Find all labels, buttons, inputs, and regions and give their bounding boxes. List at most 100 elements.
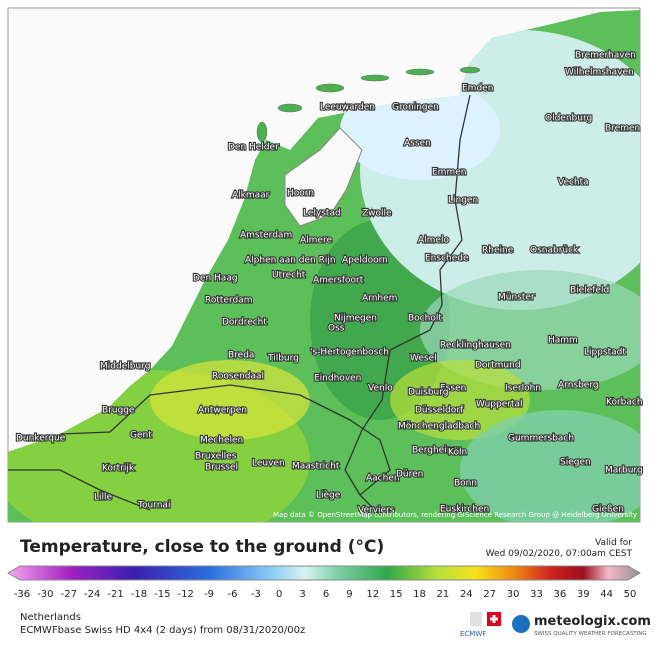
colorbar-tick-label: -12	[178, 589, 194, 600]
city-label: Zwolle	[362, 209, 392, 219]
swiss-hd-logo	[470, 612, 482, 626]
colorbar-tick-label: 24	[460, 589, 473, 600]
city-label: Euskirchen	[440, 505, 489, 515]
legend-title: Temperature, close to the ground (°C)	[20, 537, 384, 557]
city-label: Maastricht	[292, 462, 340, 472]
colorbar-tick-label: -6	[227, 589, 237, 600]
city-label: Gießen	[592, 505, 624, 515]
city-label: Bremen	[605, 124, 640, 134]
city-label: Almere	[300, 236, 332, 246]
swiss-cross	[490, 615, 498, 623]
city-label: Breda	[228, 351, 254, 361]
city-label: Mechelen	[200, 436, 243, 446]
borders	[8, 94, 471, 516]
city-label: Emmen	[432, 168, 466, 178]
colorbar-tick-label: 36	[553, 589, 566, 600]
brand-icon	[512, 615, 530, 633]
city-label: Den Helder	[228, 143, 279, 153]
valid-time: Wed 09/02/2020, 07:00am CEST	[486, 549, 633, 559]
city-label: Lippstadt	[584, 348, 626, 358]
city-label: Den Haag	[193, 274, 238, 284]
colorbar-tick-label: -3	[251, 589, 261, 600]
city-label: Siegen	[560, 458, 591, 468]
colorbar	[7, 565, 641, 581]
colorbar-tick-label: -27	[61, 589, 77, 600]
city-label: Roosendaal	[212, 372, 264, 382]
city-label: Amsterdam	[240, 231, 292, 241]
city-label: Utrecht	[272, 271, 306, 281]
city-label: Venlo	[368, 384, 393, 394]
city-label: Eindhoven	[314, 374, 361, 384]
city-label: Recklinghausen	[440, 341, 511, 351]
city-label: Vechta	[558, 178, 589, 188]
city-label: Gent	[130, 431, 152, 441]
city-label: Düsseldorf	[415, 406, 464, 416]
valid-label: Valid for	[595, 538, 632, 548]
city-label: Enschede	[425, 254, 469, 264]
city-label: Lille	[94, 493, 113, 503]
city-label: Bremerhaven	[575, 51, 636, 61]
city-label: Emden	[462, 84, 493, 94]
city-label: Bielefeld	[570, 286, 609, 296]
city-label: 's-Hertogenbosch	[310, 348, 389, 358]
city-label: Lelystad	[303, 209, 341, 219]
colorbar-tick-label: 6	[323, 589, 329, 600]
city-label: Bocholt	[408, 314, 442, 324]
city-label: Assen	[404, 139, 431, 149]
attribution: Map data © OpenStreetMap contributors, r…	[273, 511, 637, 519]
city-label: Dortmund	[475, 361, 521, 371]
ecmwf-logo: ECMWF	[460, 630, 486, 638]
city-label: Oldenburg	[545, 114, 592, 124]
city-label: Duisburg	[408, 388, 449, 398]
colorbar-tick-label: -30	[37, 589, 53, 600]
frisian-islands	[256, 66, 481, 143]
colorbar-tick-label: -9	[204, 589, 214, 600]
city-label: Rheine	[482, 246, 514, 256]
city-label: Middelburg	[100, 362, 150, 372]
colorbar-tick-label: -15	[154, 589, 170, 600]
city-label: Münster	[498, 293, 535, 303]
city-label: Amersfoort	[313, 276, 364, 286]
city-label: Mönchengladbach	[398, 422, 480, 432]
city-labels: Bremerhaven Wilhelmshaven Emden Leeuwarden G…	[15, 49, 644, 516]
city-label: Kortrijk	[102, 464, 135, 474]
city-label: Nijmegen	[334, 314, 377, 324]
colorbar-tick-label: 27	[483, 589, 496, 600]
city-label: Tournai	[137, 501, 170, 511]
city-label: Osnabrück	[530, 246, 579, 256]
city-label: Aachen	[366, 474, 400, 484]
colorbar-tick-label: 12	[366, 589, 379, 600]
city-label: Wilhelmshaven	[565, 68, 634, 78]
city-label: Dunkerque	[16, 434, 66, 444]
city-label: Wuppertal	[476, 400, 523, 410]
city-label: Gummersbach	[508, 434, 574, 444]
city-label: Brussel	[205, 463, 238, 473]
colorbar-tick-label: 15	[390, 589, 403, 600]
colorbar-tick-label: 30	[507, 589, 520, 600]
city-label: Leeuwarden	[320, 103, 375, 113]
city-label: Rotterdam	[205, 296, 253, 306]
colorbar-tick-label: 33	[530, 589, 543, 600]
colorbar-tick-label: -36	[14, 589, 30, 600]
city-label: Arnhem	[362, 294, 397, 304]
city-label: Leuven	[252, 459, 285, 469]
colorbar-tick-label: 3	[299, 589, 305, 600]
colorbar-tick-label: 18	[413, 589, 426, 600]
city-label: Liège	[316, 490, 341, 501]
city-label: Bruxelles	[195, 452, 237, 462]
colorbar-ticks: -36 -30 -27 -24 -21 -18 -15 -12 -9 -6 -3 0 3 6 9 12 15 18…	[14, 589, 637, 600]
brand: meteologix.com	[534, 614, 651, 629]
tagline: SWISS QUALITY WEATHER FORECASTING	[534, 631, 647, 637]
city-label: Lingen	[448, 196, 478, 206]
city-label: Antwerpen	[198, 406, 247, 416]
city-label: Iserlohn	[505, 384, 541, 394]
city-label: Brugge	[102, 406, 135, 416]
colorbar-tick-label: -24	[84, 589, 100, 600]
city-label: Dordrecht	[222, 318, 267, 328]
city-label: Bonn	[454, 479, 477, 489]
colorbar-tick-label: -21	[107, 589, 123, 600]
colorbar-tick-label: 44	[600, 589, 613, 600]
city-label: Köln	[448, 448, 467, 458]
